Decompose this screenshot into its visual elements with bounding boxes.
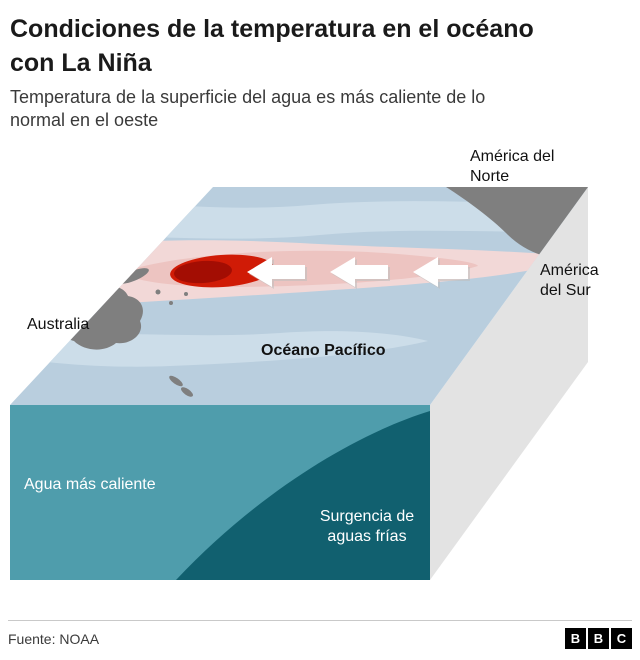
page-subtitle: Temperatura de la superficie del agua es… (10, 86, 630, 132)
label-north-america: América del Norte (470, 148, 555, 185)
source-credit: Fuente: NOAA (8, 630, 100, 647)
page-title-line1: Condiciones de la temperatura en el océa… (10, 15, 534, 43)
pacific-island (155, 289, 161, 295)
pacific-island (169, 301, 173, 305)
label-south-america: América del Sur (540, 262, 599, 299)
page-subtitle-line1: Temperatura de la superficie del agua es… (10, 87, 486, 107)
bbc-logo: B B C (565, 628, 632, 649)
bbc-logo-block: C (611, 628, 632, 649)
page-subtitle-line2: normal en el oeste (10, 110, 159, 130)
label-upwelling: Surgencia de aguas frías (319, 508, 415, 545)
pacific-island (184, 292, 188, 296)
west-arrow-icon (413, 257, 468, 287)
current-arrows (247, 257, 468, 287)
footer: Fuente: NOAA B B C (8, 620, 632, 649)
west-arrow-icon (247, 257, 305, 287)
ocean-diagram: América del Norte América del Sur Austra… (0, 145, 640, 615)
bbc-logo-block: B (565, 628, 586, 649)
label-australia: Australia (27, 316, 90, 333)
warm-anomaly-core (174, 260, 232, 284)
new-zealand-landmass (181, 387, 193, 397)
new-zealand-landmass (169, 375, 183, 387)
label-warm-water: Agua más caliente (24, 476, 156, 493)
cross-section-cold-upwelling (176, 411, 430, 580)
ocean-diagram-canvas (10, 187, 588, 580)
page-title: Condiciones de la temperatura en el océa… (10, 12, 630, 80)
block-side-face (430, 187, 588, 580)
bbc-logo-block: B (588, 628, 609, 649)
label-pacific-ocean: Océano Pacífico (261, 342, 386, 359)
west-arrow-icon (330, 257, 388, 287)
page-title-line2: con La Niña (10, 49, 152, 77)
